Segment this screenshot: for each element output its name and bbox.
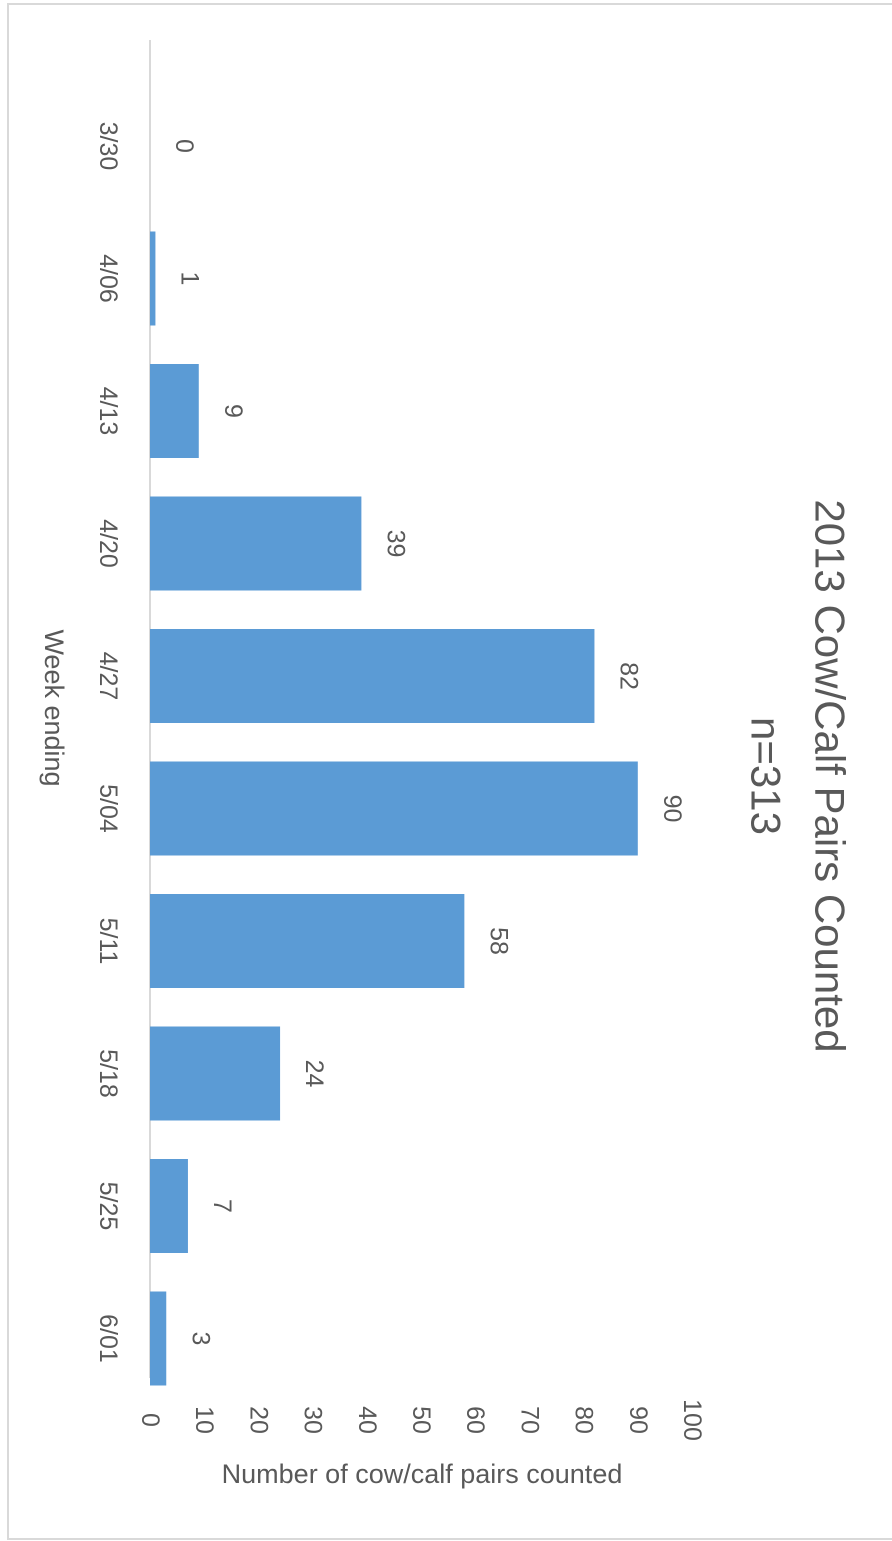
y-tick-label: 0 (136, 1413, 164, 1427)
data-label: 39 (381, 530, 409, 558)
data-label: 7 (208, 1199, 236, 1213)
bar-4/20 (150, 496, 362, 591)
x-axis-title: Week ending (39, 629, 69, 786)
data-label: 24 (300, 1060, 328, 1088)
y-tick-label: 60 (461, 1406, 489, 1434)
data-label: 90 (658, 795, 686, 823)
bar-5/11 (150, 894, 465, 988)
bar-4/06 (149, 231, 156, 326)
data-label: 9 (219, 404, 247, 418)
y-tick-label: 40 (353, 1406, 381, 1434)
y-axis-title-group: Number of cow/calf pairs counted (222, 1459, 623, 1489)
y-tick-label: 50 (407, 1406, 435, 1434)
x-tick-label: 4/27 (94, 652, 122, 701)
bar-6/01 (150, 1291, 167, 1386)
x-tick-label: 5/25 (94, 1182, 122, 1231)
x-tick-label: 5/04 (94, 784, 122, 833)
y-tick-label: 90 (624, 1406, 652, 1434)
x-tick-label: 3/30 (94, 122, 122, 171)
chart-title: 2013 Cow/Calf Pairs Counted (807, 499, 854, 1052)
data-label: 0 (170, 139, 198, 153)
data-label: 58 (484, 927, 512, 955)
x-tick-label: 4/13 (94, 387, 122, 436)
data-label: 1 (175, 272, 203, 286)
x-tick-label: 6/01 (94, 1314, 122, 1363)
y-tick-label: 80 (570, 1406, 598, 1434)
bar-4/27 (150, 629, 595, 723)
y-tick-label: 70 (515, 1406, 543, 1434)
chart-subtitle: n=313 (743, 717, 790, 835)
y-tick-label: 20 (244, 1406, 272, 1434)
y-tick-label: 30 (299, 1406, 327, 1434)
y-tick-label: 100 (678, 1399, 706, 1441)
x-tick-label: 5/11 (94, 918, 122, 965)
y-axis-title: Number of cow/calf pairs counted (222, 1459, 623, 1489)
bar-5/25 (150, 1159, 188, 1253)
bar-4/13 (150, 364, 199, 458)
bar-5/18 (150, 1026, 281, 1121)
x-tick-label: 4/20 (94, 519, 122, 568)
data-label: 82 (614, 662, 642, 690)
plot-area: 0 3/30 1 4/06 9 4/13 39 4/20 82 4/27 90 5/04 58 5/11 2… (94, 40, 706, 1441)
x-tick-label: 5/18 (94, 1049, 122, 1098)
rotated-chart-content: 2013 Cow/Calf Pairs Counted n=313 Number… (39, 40, 854, 1489)
data-label: 3 (186, 1332, 214, 1346)
y-tick-label: 10 (190, 1406, 218, 1434)
x-tick-label: 4/06 (94, 254, 122, 303)
bar-5/04 (150, 761, 638, 856)
